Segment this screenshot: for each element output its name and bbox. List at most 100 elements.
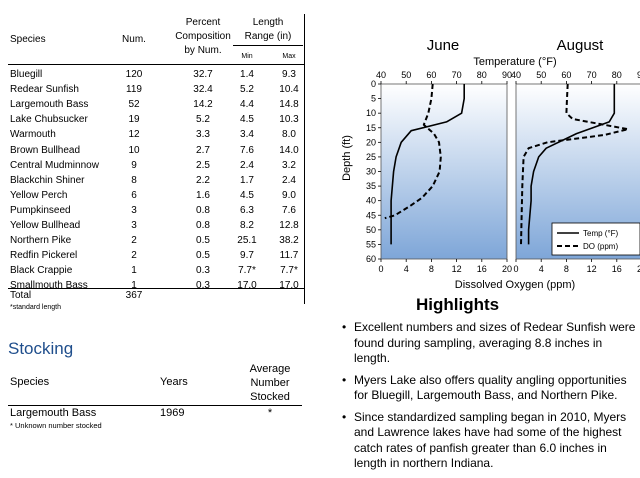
row-max: 7.6 xyxy=(282,204,296,216)
row-max: 9.3 xyxy=(282,69,296,80)
bottom-tick-label: 12 xyxy=(587,264,597,274)
bottom-tick-label: 16 xyxy=(477,264,487,274)
row-num: 119 xyxy=(126,84,142,96)
highlights-list: Excellent numbers and sizes of Redear Su… xyxy=(342,320,637,478)
row-species: Warmouth xyxy=(10,129,56,141)
table-row: Central Mudminnow 9 2.5 2.4 3.2 xyxy=(8,158,302,173)
stocking-table: Species Years Average Number Stocked Lar… xyxy=(8,360,302,440)
y-tick-label: 40 xyxy=(366,196,376,206)
row-percent: 32.4 xyxy=(193,84,213,96)
top-tick-label: 80 xyxy=(612,70,622,80)
row-num: 9 xyxy=(131,159,137,171)
row-species: Pumpkinseed xyxy=(10,204,71,216)
stocking-header-avg-1: Average xyxy=(249,363,291,375)
row-percent: 2.7 xyxy=(196,144,210,156)
row-percent: 1.6 xyxy=(196,189,210,201)
table-row: Redear Sunfish 119 32.4 5.2 10.4 xyxy=(8,82,302,97)
table-row: Pumpkinseed 3 0.8 6.3 7.6 xyxy=(8,203,302,218)
bottom-tick-label: 0 xyxy=(513,264,518,274)
plot-area xyxy=(380,83,508,260)
row-percent: 0.5 xyxy=(196,235,210,247)
y-tick-label: 0 xyxy=(371,79,376,89)
table-row: Brown Bullhead 10 2.7 7.6 14.0 xyxy=(8,143,302,158)
top-tick-label: 50 xyxy=(401,70,411,80)
header-species: Species xyxy=(10,34,46,45)
row-num: 10 xyxy=(128,144,140,156)
depth-axis-label: Depth (ft) xyxy=(341,135,353,181)
row-num: 52 xyxy=(128,99,140,111)
row-species: Smallmouth Bass xyxy=(10,280,88,292)
row-min: 2.4 xyxy=(240,159,254,171)
y-tick-label: 60 xyxy=(366,254,376,264)
row-num: 6 xyxy=(131,189,137,201)
stocking-row-years: 1969 xyxy=(160,407,185,419)
row-min: 8.2 xyxy=(240,220,254,231)
row-percent: 14.2 xyxy=(193,99,213,111)
row-min: 9.7 xyxy=(240,250,254,262)
row-species: Redear Sunfish xyxy=(10,84,79,96)
top-tick-label: 40 xyxy=(511,70,521,80)
stocking-header-rule xyxy=(8,405,302,406)
bottom-tick-label: 20 xyxy=(502,264,512,274)
row-min: 25.1 xyxy=(237,235,257,247)
row-max: 2.4 xyxy=(282,174,296,186)
table-row: Yellow Bullhead 3 0.8 8.2 12.8 xyxy=(8,218,302,233)
row-percent: 32.7 xyxy=(193,69,213,80)
header-max: Max xyxy=(282,53,296,60)
header-percent-2: Composition xyxy=(175,31,231,42)
row-species: Lake Chubsucker xyxy=(10,114,88,126)
temperature-axis-label: Temperature (°F) xyxy=(473,56,556,68)
row-species: Bluegill xyxy=(10,69,43,80)
y-tick-label: 20 xyxy=(366,137,376,147)
row-num: 2 xyxy=(131,235,137,247)
row-min: 1.7 xyxy=(240,174,254,186)
total-label: Total xyxy=(10,290,32,301)
table-row: Blackchin Shiner 8 2.2 1.7 2.4 xyxy=(8,173,302,188)
row-max: 11.7 xyxy=(279,250,299,262)
bottom-tick-label: 12 xyxy=(452,264,462,274)
stocking-row-stocked: * xyxy=(267,407,273,419)
bottom-tick-label: 8 xyxy=(564,264,569,274)
table-row: Black Crappie 1 0.3 7.7* 7.7* xyxy=(8,263,302,278)
table-row: Bluegill 120 32.7 1.4 9.3 xyxy=(8,67,302,82)
header-rule xyxy=(8,64,304,65)
legend-box xyxy=(551,222,640,256)
bottom-tick-label: 4 xyxy=(539,264,544,274)
y-tick-label: 35 xyxy=(366,181,376,191)
top-tick-label: 90 xyxy=(637,70,640,80)
highlights-title: Highlights xyxy=(416,295,500,314)
stocking-header-years: Years xyxy=(160,376,188,388)
bottom-tick-label: 16 xyxy=(612,264,622,274)
top-tick-label: 90 xyxy=(502,70,512,80)
top-tick-label: 70 xyxy=(452,70,462,80)
depth-profile-charts: June August Temperature (°F) Dissolved O… xyxy=(341,37,640,291)
y-tick-label: 30 xyxy=(366,167,376,177)
row-species: Brown Bullhead xyxy=(10,144,81,156)
row-min: 1.4 xyxy=(240,69,254,80)
row-percent: 0.5 xyxy=(196,250,210,262)
row-min: 4.4 xyxy=(240,99,254,111)
row-num: 12 xyxy=(128,129,140,141)
table-right-border xyxy=(304,14,305,304)
row-max: 38.2 xyxy=(279,235,299,247)
row-num: 8 xyxy=(131,174,137,186)
row-min: 5.2 xyxy=(240,84,254,96)
bottom-tick-label: 0 xyxy=(378,264,383,274)
row-max: 14.8 xyxy=(279,99,299,111)
y-tick-label: 55 xyxy=(366,239,376,249)
row-species: Yellow Perch xyxy=(10,189,68,201)
row-max: 10.3 xyxy=(279,114,299,126)
temperature-line xyxy=(390,84,465,245)
row-max: 14.0 xyxy=(279,144,299,156)
row-species: Black Crappie xyxy=(10,265,73,277)
row-min: 6.3 xyxy=(240,204,254,216)
total-rule xyxy=(8,288,304,289)
row-min: 7.6 xyxy=(240,144,254,156)
row-percent: 2.2 xyxy=(196,174,210,186)
header-percent-1: Percent xyxy=(185,17,221,28)
stocking-row-species: Largemouth Bass xyxy=(10,407,97,419)
y-tick-label: 25 xyxy=(366,152,376,162)
table-row: Northern Pike 2 0.5 25.1 38.2 xyxy=(8,233,302,248)
y-tick-label: 10 xyxy=(366,108,376,118)
total-value: 367 xyxy=(125,290,143,301)
